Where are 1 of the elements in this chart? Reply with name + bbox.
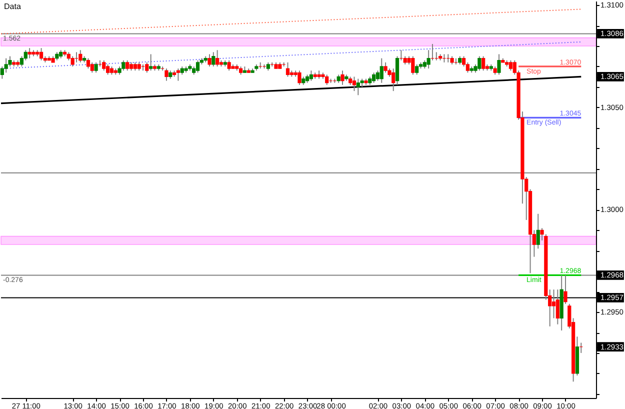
annotation: Data [4, 2, 22, 11]
